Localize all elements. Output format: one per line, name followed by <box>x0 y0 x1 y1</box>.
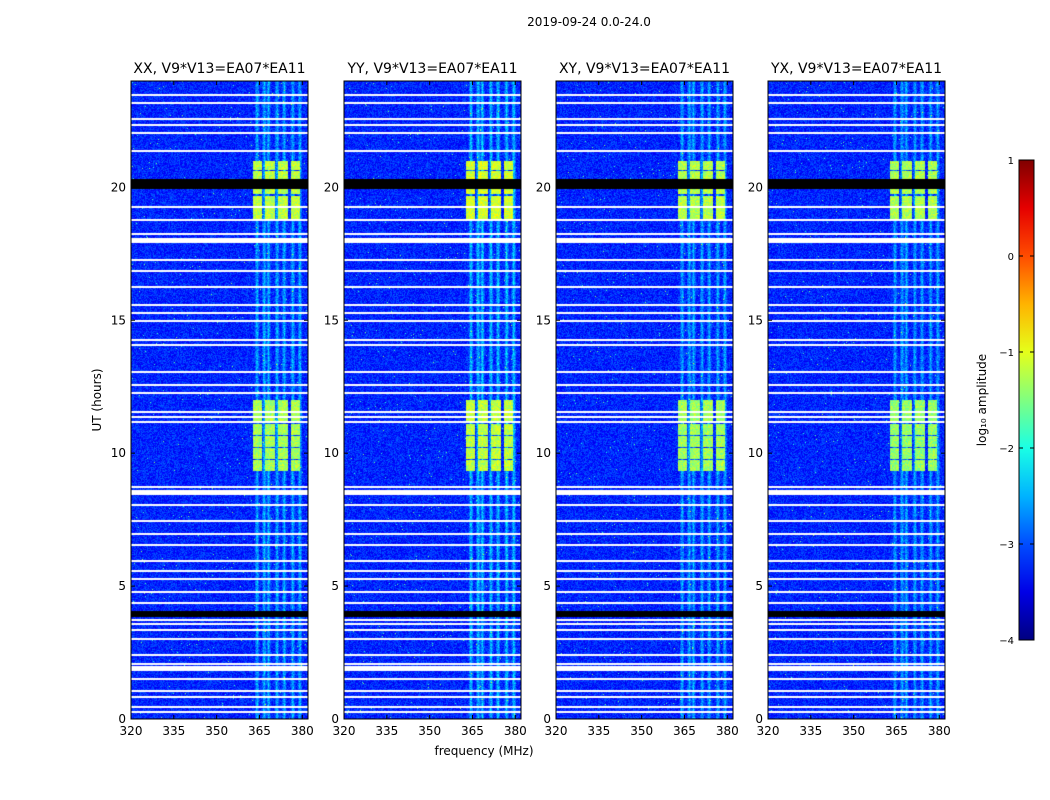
y-tick-label: 0 <box>118 712 126 726</box>
x-tick-label: 350 <box>418 724 441 738</box>
x-tick-label: 365 <box>673 724 696 738</box>
panel-yx: YX, V9*V13=EA07*EA11 320 335 350 365 380 0 5 10 1… <box>748 61 951 738</box>
x-tick-label: 350 <box>205 724 228 738</box>
x-tick-label: 335 <box>799 724 822 738</box>
y-tick-label: 10 <box>536 446 551 460</box>
spectrogram-image <box>131 81 308 719</box>
x-tick-label: 320 <box>120 724 143 738</box>
y-tick-label: 5 <box>331 579 339 593</box>
x-tick-label: 380 <box>716 724 739 738</box>
colorbar-tick-label: 1 <box>1008 156 1014 167</box>
panel-frame <box>555 80 734 720</box>
x-tick-label: 365 <box>885 724 908 738</box>
panel-title: YY, V9*V13=EA07*EA11 <box>346 61 517 77</box>
colorbar-tick-label: −3 <box>999 540 1014 551</box>
y-tick-label: 0 <box>331 712 339 726</box>
y-tick-label: 15 <box>324 313 339 327</box>
x-tick-label: 365 <box>461 724 484 738</box>
panel-yy: YY, V9*V13=EA07*EA11 320 335 350 365 380 0 5 10 1… <box>324 61 527 738</box>
y-tick-label: 20 <box>324 180 339 194</box>
panel-xy: XY, V9*V13=EA07*EA11 320 335 350 365 380 0 5 10 1… <box>536 61 739 738</box>
panel-frame <box>767 80 946 720</box>
x-tick-label: 320 <box>545 724 568 738</box>
y-tick-label: 15 <box>111 313 126 327</box>
y-tick-label: 20 <box>111 180 126 194</box>
colorbar-tick-label: −2 <box>999 444 1014 455</box>
panel-frame <box>130 80 309 720</box>
x-tick-label: 365 <box>248 724 271 738</box>
colorbar-label: log₁₀ amplitude <box>975 354 989 446</box>
colorbar-tick-label: −1 <box>999 348 1014 359</box>
y-tick-label: 10 <box>324 446 339 460</box>
colorbar: 1 0 −1 −2 −3 −4 log₁₀ amplitude <box>975 156 1035 647</box>
x-tick-label: 350 <box>630 724 653 738</box>
x-tick-label: 335 <box>162 724 185 738</box>
y-tick-label: 10 <box>748 446 763 460</box>
y-tick-label: 10 <box>111 446 126 460</box>
panel-frame <box>343 80 522 720</box>
y-tick-label: 0 <box>755 712 763 726</box>
y-tick-label: 5 <box>543 579 551 593</box>
figure-suptitle: 2019-09-24 0.0-24.0 <box>527 15 651 29</box>
x-tick-label: 380 <box>928 724 951 738</box>
spectrogram-image <box>344 81 521 719</box>
colorbar-tick-label: 0 <box>1008 252 1014 263</box>
x-tick-label: 380 <box>504 724 527 738</box>
panel-title: XY, V9*V13=EA07*EA11 <box>559 61 730 77</box>
x-tick-label: 335 <box>587 724 610 738</box>
x-tick-label: 320 <box>333 724 356 738</box>
panel-title: YX, V9*V13=EA07*EA11 <box>770 61 942 77</box>
x-tick-label: 320 <box>757 724 780 738</box>
x-tick-label: 380 <box>291 724 314 738</box>
panel-title: XX, V9*V13=EA07*EA11 <box>133 61 305 77</box>
y-tick-label: 20 <box>748 180 763 194</box>
y-tick-label: 0 <box>543 712 551 726</box>
spectrogram-image <box>768 81 945 719</box>
spectrogram-image <box>556 81 733 719</box>
x-tick-label: 350 <box>842 724 865 738</box>
y-tick-label: 15 <box>748 313 763 327</box>
colorbar-gradient <box>1018 159 1035 641</box>
y-tick-label: 5 <box>118 579 126 593</box>
colorbar-tick-label: −4 <box>999 636 1014 647</box>
y-axis-label: UT (hours) <box>90 368 104 431</box>
panel-xx: XX, V9*V13=EA07*EA11 320 335 350 365 380 0 5 10 1… <box>111 61 314 738</box>
y-tick-label: 20 <box>536 180 551 194</box>
x-axis-label: frequency (MHz) <box>434 744 533 758</box>
y-tick-label: 15 <box>536 313 551 327</box>
x-tick-label: 335 <box>375 724 398 738</box>
y-tick-label: 5 <box>755 579 763 593</box>
